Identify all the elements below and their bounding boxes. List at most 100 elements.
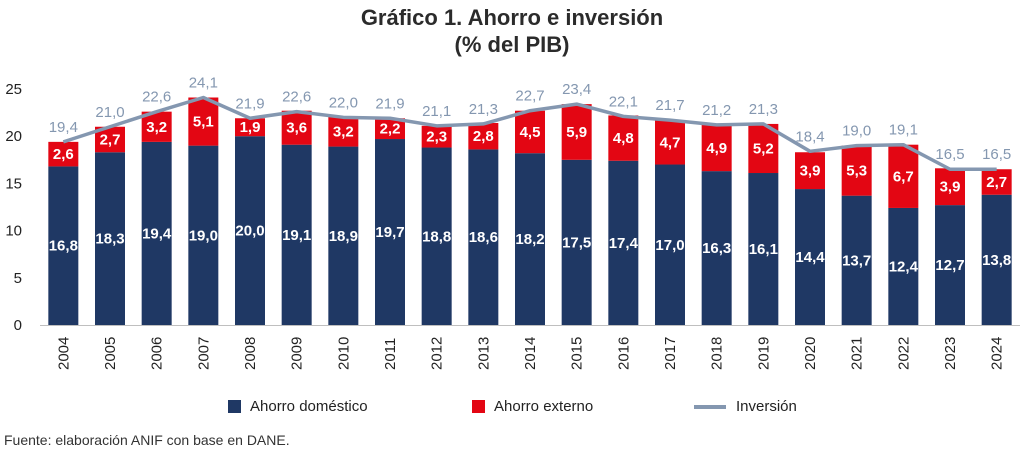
x-tick-label: 2015 xyxy=(569,337,586,370)
bar-external xyxy=(608,115,639,161)
data-label-investment: 16,5 xyxy=(982,146,1011,163)
data-label-domestic: 18,2 xyxy=(515,231,544,248)
data-label-domestic: 18,3 xyxy=(95,231,124,248)
data-label-domestic: 16,3 xyxy=(702,240,731,257)
data-label-domestic: 20,0 xyxy=(235,223,264,240)
bar-external xyxy=(468,122,499,150)
data-label-external: 3,9 xyxy=(940,179,961,196)
y-tick-label: 20 xyxy=(5,128,22,145)
legend-swatch-external xyxy=(472,400,485,413)
data-label-investment: 19,0 xyxy=(842,123,871,140)
data-label-investment: 23,4 xyxy=(562,81,591,98)
data-label-investment: 21,7 xyxy=(655,97,684,114)
x-tick-label: 2009 xyxy=(289,337,306,370)
data-label-external: 5,3 xyxy=(846,163,867,180)
chart-title-line1: Gráfico 1. Ahorro e inversión xyxy=(360,5,664,30)
chart-title-line2: (% del PIB) xyxy=(454,32,570,57)
bar-domestic xyxy=(188,145,219,325)
bar-external xyxy=(795,152,825,190)
bar-domestic xyxy=(701,171,732,325)
data-label-investment: 21,1 xyxy=(422,103,451,120)
legend-label-investment: Inversión xyxy=(736,398,797,415)
data-label-external: 2,7 xyxy=(100,132,121,149)
data-label-investment: 19,4 xyxy=(49,119,78,136)
bar-domestic xyxy=(375,139,405,325)
x-tick-label: 2024 xyxy=(989,337,1006,370)
data-label-domestic: 17,5 xyxy=(562,234,591,251)
bar-domestic xyxy=(48,166,79,325)
x-tick-label: 2007 xyxy=(195,337,212,370)
bar-external xyxy=(328,116,359,147)
data-label-external: 3,6 xyxy=(286,120,307,137)
bar-domestic xyxy=(235,136,265,325)
bar-domestic xyxy=(561,159,592,325)
data-label-domestic: 16,1 xyxy=(749,241,778,258)
bar-domestic xyxy=(608,160,639,325)
y-tick-label: 10 xyxy=(5,223,22,240)
legend-item-investment: Inversión xyxy=(694,398,797,415)
x-tick-label: 2005 xyxy=(102,337,119,370)
data-label-external: 1,9 xyxy=(240,119,261,136)
data-label-domestic: 18,6 xyxy=(469,229,498,246)
data-label-external: 6,7 xyxy=(893,168,914,185)
x-tick-label: 2019 xyxy=(755,337,772,370)
data-label-investment: 21,9 xyxy=(375,95,404,112)
data-label-investment: 22,6 xyxy=(142,89,171,106)
x-tick-label: 2008 xyxy=(242,337,259,370)
data-label-domestic: 19,1 xyxy=(282,227,311,244)
source-note: Fuente: elaboración ANIF con base en DAN… xyxy=(4,432,290,448)
bar-external xyxy=(888,144,919,208)
bar-external xyxy=(841,145,872,196)
x-tick-label: 2006 xyxy=(149,337,166,370)
data-label-external: 2,6 xyxy=(53,146,74,163)
data-label-external: 4,9 xyxy=(706,140,727,157)
y-tick-label: 25 xyxy=(5,81,22,98)
data-label-domestic: 18,8 xyxy=(422,228,451,245)
y-tick-label: 15 xyxy=(5,175,22,192)
x-tick-label: 2022 xyxy=(895,337,912,370)
bar-domestic xyxy=(748,173,779,325)
y-tick-label: 5 xyxy=(14,270,22,287)
data-label-domestic: 17,0 xyxy=(655,237,684,254)
legend-item-external: Ahorro externo xyxy=(472,398,593,415)
data-label-investment: 22,7 xyxy=(515,88,544,105)
bar-domestic xyxy=(888,207,919,325)
legend-label-external: Ahorro externo xyxy=(494,398,594,415)
data-label-investment: 21,0 xyxy=(95,104,124,121)
chart-plot: 0 5 10 15 20 25 16,8 2,6 19,4 18,3 2,7 21,0 19,4 3,2 2… xyxy=(5,74,1020,370)
chart-legend: Ahorro doméstico Ahorro externo Inversió… xyxy=(0,398,1024,420)
data-label-external: 3,2 xyxy=(333,123,354,140)
data-label-domestic: 12,4 xyxy=(889,258,919,275)
line-investment xyxy=(62,95,997,171)
data-label-investment: 18,4 xyxy=(795,128,824,145)
bar-domestic xyxy=(281,144,312,325)
data-label-investment: 19,1 xyxy=(889,122,918,139)
data-label-domestic: 13,7 xyxy=(842,252,871,269)
chart-title: Gráfico 1. Ahorro e inversión (% del PIB… xyxy=(0,4,1024,58)
data-label-investment: 22,1 xyxy=(609,93,638,110)
bar-domestic xyxy=(841,195,872,325)
data-label-domestic: 14,4 xyxy=(795,249,825,266)
data-label-domestic: 13,8 xyxy=(982,252,1011,269)
data-label-domestic: 18,9 xyxy=(329,228,358,245)
bar-external xyxy=(281,110,312,145)
bar-domestic xyxy=(655,164,685,325)
data-label-external: 2,7 xyxy=(986,174,1007,191)
bar-external xyxy=(48,141,79,167)
data-label-investment: 22,0 xyxy=(329,94,358,111)
bar-external xyxy=(515,110,545,154)
bar-external xyxy=(748,123,779,174)
bar-domestic xyxy=(141,141,172,325)
bar-external xyxy=(235,118,265,137)
bar-external xyxy=(421,125,452,148)
bar-external xyxy=(561,104,592,160)
legend-swatch-investment xyxy=(694,404,726,409)
bar-external xyxy=(188,97,219,146)
bar-domestic xyxy=(421,147,452,325)
data-label-investment: 21,3 xyxy=(749,101,778,118)
x-tick-label: 2020 xyxy=(802,337,819,370)
data-label-investment: 16,5 xyxy=(935,146,964,163)
x-tick-label: 2016 xyxy=(615,337,632,370)
data-label-external: 2,8 xyxy=(473,128,494,145)
data-label-external: 4,8 xyxy=(613,130,634,147)
